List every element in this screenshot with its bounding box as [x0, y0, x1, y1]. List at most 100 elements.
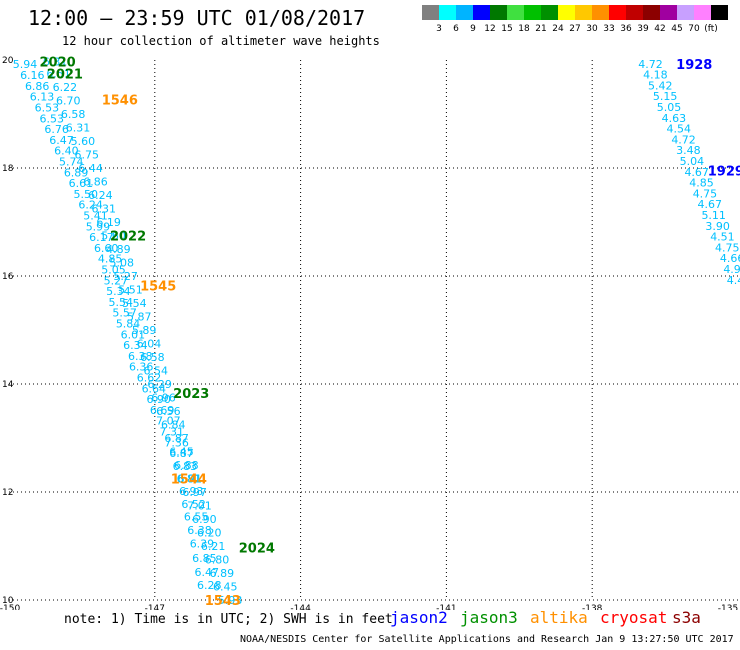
pass-time-label: 2022	[110, 230, 146, 245]
swh-label: 6.31	[43, 56, 68, 69]
swh-label: 4.67	[698, 198, 723, 211]
swh-label: 6.90	[146, 393, 171, 406]
legend-s3a: s3a	[672, 608, 701, 627]
swh-label: 7.07	[156, 415, 181, 428]
swh-label: 6.85	[192, 552, 217, 565]
colorbar-swatch	[439, 5, 456, 20]
swh-label: 5.41	[83, 210, 108, 223]
colorbar-label: 24	[552, 24, 564, 34]
swh-label: 6.28	[197, 579, 222, 592]
swh-label: 4.72	[671, 133, 696, 146]
colorbar-swatch	[575, 5, 592, 20]
swh-label: 6.96	[151, 392, 176, 405]
colorbar-swatch	[473, 5, 490, 20]
swh-label: 6.39	[190, 537, 215, 550]
swh-label: 3.90	[705, 220, 730, 233]
swh-label: 4.67	[684, 166, 709, 179]
swh-label: 5.89	[132, 324, 157, 337]
map-subtitle: 12 hour collection of altimeter wave hei…	[62, 34, 380, 48]
colorbar-swatch	[626, 5, 643, 20]
swh-label: 6.69	[150, 404, 175, 417]
swh-label: 6.86	[25, 80, 50, 93]
pass-time-label: 2020	[40, 56, 76, 71]
lat-tick-label: 16	[2, 272, 14, 282]
swh-label: 6.16	[20, 69, 45, 82]
swh-label: 6.58	[61, 108, 86, 121]
pass-time-label: 1928	[676, 58, 712, 73]
swh-label: 6.24	[88, 189, 113, 202]
colorbar-label: 9	[470, 24, 476, 34]
swh-label: 7.31	[160, 426, 185, 439]
swh-label: 6.36	[129, 361, 154, 374]
colorbar-label: 70	[688, 24, 700, 34]
swh-label: 4.72	[638, 58, 663, 71]
swh-label: 6.29	[147, 378, 172, 391]
colorbar-label: 18	[518, 24, 530, 34]
swh-label: 5.51	[118, 284, 143, 297]
legend-altika: altika	[530, 608, 588, 627]
colorbar-label: 36	[620, 24, 632, 34]
colorbar-label: 12	[484, 24, 496, 34]
swh-label: 6.44	[78, 162, 103, 175]
swh-label: 6.81	[177, 473, 202, 486]
swh-label: 5.60	[71, 135, 96, 148]
swh-label: 6.20	[197, 527, 222, 540]
swh-label: 5.11	[701, 209, 726, 222]
swh-label: 5.05	[101, 264, 126, 277]
colorbar-label: 27	[569, 24, 581, 34]
swh-label: 3.48	[676, 144, 701, 157]
swh-label: 5.54	[122, 297, 147, 310]
colorbar-label: 39	[637, 24, 649, 34]
swh-label: 6.87	[164, 432, 189, 445]
swh-label: 6.47	[195, 566, 220, 579]
pass-time-label: 2024	[239, 542, 275, 557]
swh-label: 6.80	[205, 554, 230, 567]
swh-label: 6.53	[40, 112, 65, 125]
swh-label: 5.42	[648, 79, 673, 92]
swh-label: 6.90	[192, 513, 217, 526]
swh-label: 6.31	[66, 122, 91, 135]
swh-label: 4.89	[106, 243, 131, 256]
swh-label: 6.51	[46, 68, 71, 81]
lon-tick-label: -135	[718, 604, 738, 610]
colorbar-label: 21	[535, 24, 547, 34]
pass-time-label: 1546	[102, 93, 138, 108]
swh-label: 4.75	[715, 241, 740, 254]
pass-time-label: 1929	[708, 165, 740, 180]
swh-label: 6.60	[94, 242, 119, 255]
swh-label: 6.13	[30, 91, 55, 104]
swh-label: 6.62	[137, 372, 162, 385]
swh-label: 5.84	[116, 318, 141, 331]
swh-label: 6.38	[187, 524, 212, 537]
colorbar-swatch	[694, 5, 711, 20]
swh-label: 6.86	[83, 176, 108, 189]
colorbar-swatch	[660, 5, 677, 20]
swh-label: 6.45	[169, 446, 194, 459]
colorbar-label: 30	[586, 24, 598, 34]
colorbar-swatch	[507, 5, 524, 20]
swh-label: 6.54	[144, 365, 169, 378]
legend-cryosat: cryosat	[600, 608, 668, 627]
swh-label: 5.99	[86, 220, 111, 233]
lon-tick-label: -150	[0, 604, 20, 610]
swh-label: 5.04	[680, 155, 705, 168]
lon-tick-label: -144	[290, 604, 311, 610]
swh-label: 5.27	[113, 270, 138, 283]
swh-label: 6.38	[128, 350, 153, 363]
swh-label: 4.99	[723, 263, 740, 276]
swh-label: 6.01	[121, 328, 146, 341]
swh-label: 6.47	[49, 134, 74, 147]
swh-label: 5.74	[59, 156, 84, 169]
pass-time-label: 2023	[173, 387, 209, 402]
swh-label: 6.70	[56, 95, 81, 108]
pass-time-label: 2021	[47, 68, 83, 83]
lat-tick-label: 14	[2, 380, 14, 390]
swh-label: 7.01	[187, 500, 212, 513]
lat-tick-label: 12	[2, 488, 13, 498]
colorbar-swatch	[490, 5, 507, 20]
credit-line: NOAA/NESDIS Center for Satellite Applica…	[240, 634, 734, 645]
swh-label: 5.34	[106, 285, 131, 298]
swh-label: 6.24	[78, 199, 103, 212]
colorbar-swatch	[592, 5, 609, 20]
swh-label: 4.48	[727, 274, 740, 287]
